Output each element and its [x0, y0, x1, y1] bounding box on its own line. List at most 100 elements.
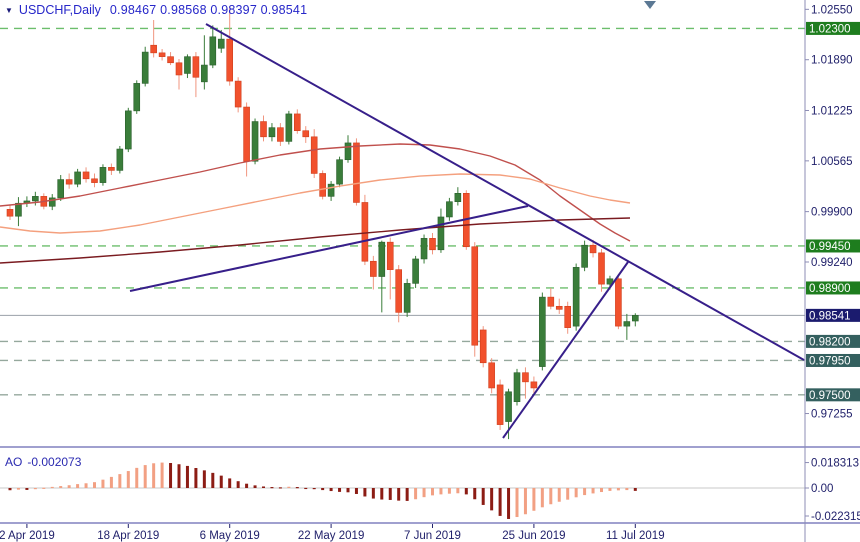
ao-histogram-bar — [540, 488, 544, 508]
candle-body — [471, 246, 479, 346]
ao-histogram-bar — [59, 486, 63, 488]
ao-histogram-bar — [304, 487, 308, 490]
candles-layer — [6, 6, 639, 440]
ao-histogram-bar — [439, 488, 443, 495]
price-axis-strip[interactable] — [806, 0, 860, 542]
candle-body — [446, 201, 453, 218]
candle-body — [209, 36, 217, 66]
ao-histogram-bar — [262, 486, 265, 488]
ao-histogram-bar — [498, 488, 502, 516]
ascending-trendline-1[interactable] — [129, 205, 529, 292]
candle-body — [589, 244, 597, 254]
date-axis-label: 18 Apr 2019 — [97, 530, 159, 542]
candle-body — [310, 136, 318, 174]
ao-histogram-bar — [464, 488, 468, 495]
panel-separator — [0, 522, 860, 524]
ao-histogram-bar — [245, 483, 249, 488]
price-axis[interactable]: 1.02550 1.01890 1.01225 1.00565 0.99900 0.992… — [805, 0, 860, 542]
candle-body — [623, 321, 631, 327]
ao-histogram-bar — [523, 488, 527, 515]
date-axis-label: 6 May 2019 — [200, 530, 260, 542]
ao-histogram-bar — [583, 488, 587, 496]
ao-histogram-bar — [76, 484, 80, 488]
candle-body — [615, 278, 622, 327]
ao-indicator-value: -0.002073 — [27, 455, 82, 469]
candle-body — [327, 183, 335, 197]
descending-trendline[interactable] — [205, 23, 805, 361]
candle-body — [522, 372, 529, 383]
candle-body — [108, 167, 115, 171]
candle-body — [429, 238, 436, 251]
candle-body — [158, 52, 166, 57]
ao-histogram-bar — [8, 488, 12, 491]
candle-body — [437, 216, 445, 251]
candle-body — [403, 283, 411, 313]
candle-body — [226, 38, 233, 82]
price-level-tag — [806, 334, 860, 348]
candle-body — [539, 296, 546, 367]
panel-separator — [0, 446, 860, 448]
candle-body — [598, 252, 605, 285]
candle-body — [82, 171, 90, 180]
candle-body — [57, 179, 65, 199]
symbol-timeframe-label: USDCHF,Daily — [18, 3, 101, 17]
ao-histogram-bar — [194, 468, 198, 488]
candle-body — [277, 127, 284, 142]
ao-histogram-bar — [625, 488, 629, 491]
ao-histogram-bar — [608, 488, 612, 491]
ao-axis-label: 0.018313 — [811, 458, 859, 470]
candle-body — [302, 130, 310, 138]
ao-axis-label: 0.00 — [811, 483, 833, 495]
ao-histogram-bar — [228, 478, 232, 488]
candle-body — [175, 62, 183, 76]
ao-histogram-bar — [346, 488, 350, 493]
current-price-tag — [806, 308, 860, 322]
price-level-tag-text: 0.99450 — [809, 241, 851, 253]
ao-histogram-bar — [591, 488, 595, 494]
candle-body — [353, 142, 360, 203]
ao-histogram-bar — [616, 488, 620, 491]
ascending-trendline-2[interactable] — [502, 261, 629, 439]
candle-body — [6, 209, 14, 217]
ao-histogram-bar — [566, 488, 570, 500]
candle-body — [555, 305, 563, 310]
ao-histogram-bar — [338, 488, 342, 492]
candle-body — [243, 106, 250, 162]
candle-body — [361, 202, 369, 262]
ao-histogram-bar — [329, 488, 333, 492]
ao-histogram-bar — [219, 475, 223, 488]
candle-body — [378, 241, 386, 277]
date-axis-label: 22 May 2019 — [298, 530, 365, 542]
ao-histogram-bar — [549, 488, 553, 505]
candle-body — [336, 159, 343, 185]
ao-indicator-label: AO — [5, 455, 23, 469]
candle-body — [496, 384, 504, 425]
price-axis-label: 0.99240 — [811, 257, 853, 269]
price-level-tag — [806, 353, 860, 367]
ao-histogram-bar — [397, 488, 401, 501]
candle-body — [150, 44, 157, 54]
ao-histogram-bar — [414, 488, 418, 500]
date-axis-label: 25 Jun 2019 — [502, 530, 565, 542]
ao-histogram-bar — [177, 464, 181, 488]
candle-body — [65, 179, 73, 185]
ao-histogram-bar — [507, 488, 511, 519]
price-level-tag-text: 0.98900 — [809, 283, 851, 295]
ao-histogram-bar — [84, 483, 88, 488]
price-axis-label: 1.01225 — [811, 105, 853, 117]
candle-body — [184, 56, 191, 74]
candle-body — [74, 171, 81, 185]
chart-shift-marker-icon[interactable] — [644, 1, 656, 9]
ao-histogram-bar — [295, 487, 299, 489]
ao-histogram-bar — [422, 488, 426, 498]
ao-panel — [0, 462, 805, 519]
ao-histogram-bar — [16, 488, 20, 490]
symbol-dropdown-icon[interactable]: ▼ — [5, 6, 13, 15]
ma-slow-line — [0, 217, 631, 264]
time-axis[interactable]: 2 Apr 2019 18 Apr 2019 6 May 2019 22 May 20… — [0, 524, 665, 542]
candle-body — [513, 372, 521, 403]
candle-body — [581, 244, 588, 268]
ao-histogram-bar — [371, 488, 375, 499]
ao-histogram-bar — [160, 462, 164, 488]
